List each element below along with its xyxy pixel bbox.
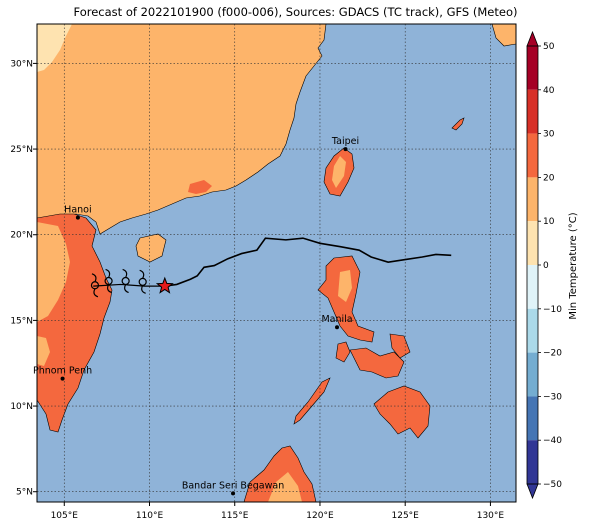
lon-tick-label: 110°E: [136, 511, 164, 521]
city-marker: [60, 376, 65, 381]
lat-tick-label: 20°N: [10, 231, 33, 241]
cyclone-track: [90, 237, 452, 298]
lon-tick-label: 115°E: [221, 511, 249, 521]
axis-ticks: 105°E 110°E 115°E 120°E 125°E 130°E 30°N 25°N 20…: [10, 59, 504, 521]
palawan-island: [293, 377, 331, 425]
luzon-interior: [338, 270, 352, 302]
forecast-track-line: [164, 237, 452, 287]
map-title: Forecast of 2022101900 (f000-006), Sourc…: [73, 5, 518, 19]
lon-tick-label: 120°E: [306, 511, 334, 521]
colorbar-extend-max: [526, 30, 539, 47]
taiwan-interior: [332, 156, 346, 188]
city-label: Hanoi: [64, 205, 91, 216]
colorbar-tick-label: 20: [543, 173, 555, 183]
colorbar-band: [527, 177, 538, 222]
city-marker: [75, 215, 80, 220]
mindanao-island: [373, 385, 431, 439]
lat-tick-label: 25°N: [10, 145, 33, 155]
colorbar-tick-label: 0: [543, 261, 549, 271]
city-marker: [343, 147, 348, 152]
colorbar-band: [527, 46, 538, 90]
city-labels: Taipei Hanoi Manila Phnom Penh Bandar Seri B…: [33, 136, 359, 496]
japan-islands: [491, 24, 516, 47]
colorbar-tick-label: −10: [543, 305, 562, 315]
colorbar-band: [527, 133, 538, 178]
colorbar-band: [527, 221, 538, 265]
city-label: Bandar Seri Begawan: [182, 480, 284, 491]
colorbar-tick-label: 40: [543, 86, 555, 96]
typhoon-symbol-icon: [121, 268, 130, 294]
cool-land-patch: [37, 24, 72, 72]
typhoon-symbol-icon: [90, 273, 100, 298]
lat-tick-label: 10°N: [10, 402, 33, 412]
lat-tick-label: 15°N: [10, 316, 33, 326]
borneo-interior: [268, 472, 302, 502]
lat-tick-label: 5°N: [16, 488, 33, 498]
lat-tick-label: 30°N: [10, 59, 33, 69]
colorbar-band: [527, 265, 538, 309]
china-landmass: [37, 24, 327, 235]
thailand-gulf-patch: [37, 336, 50, 366]
colorbar-band: [527, 352, 538, 397]
colorbar-tick-label: 30: [543, 130, 555, 140]
past-track-line: [93, 283, 165, 287]
warm-coast-patch: [188, 180, 212, 194]
colorbar: 50 40 30 20 10 0 −10 −20 −30 −40 −50: [526, 30, 562, 500]
colorbar-band: [527, 89, 538, 134]
hainan-island: [135, 233, 167, 263]
colorbar-extend-min: [526, 483, 539, 500]
map-frame: [36, 23, 517, 503]
mindoro-island: [335, 341, 351, 363]
lon-tick-label: 130°E: [477, 511, 505, 521]
star-icon: [155, 276, 174, 294]
okinawa-islands: [451, 117, 465, 131]
indochina-inland-patch: [37, 222, 70, 322]
visayas-islands: [349, 347, 405, 379]
colorbar-tick-label: −30: [543, 392, 562, 402]
colorbar-tick-label: 10: [543, 217, 555, 227]
colorbar-band: [527, 440, 538, 484]
colorbar-label: Min Temperature (°C): [568, 212, 579, 319]
city-label: Phnom Penh: [33, 366, 92, 377]
colorbar-tick-label: −20: [543, 349, 562, 359]
colorbar-band: [527, 396, 538, 441]
city-label: Taipei: [331, 136, 359, 147]
lon-tick-label: 125°E: [392, 511, 420, 521]
lon-tick-label: 105°E: [51, 511, 79, 521]
graticule: [37, 24, 516, 502]
colorbar-band: [527, 308, 538, 353]
typhoon-symbol-icon: [104, 268, 113, 294]
city-label: Manila: [321, 314, 352, 325]
typhoon-symbol-icon: [138, 269, 147, 294]
city-marker: [231, 491, 236, 496]
city-marker: [335, 325, 340, 330]
colorbar-tick-label: −40: [543, 436, 562, 446]
colorbar-tick-label: −50: [543, 480, 562, 490]
colorbar-tick-label: 50: [543, 42, 555, 52]
